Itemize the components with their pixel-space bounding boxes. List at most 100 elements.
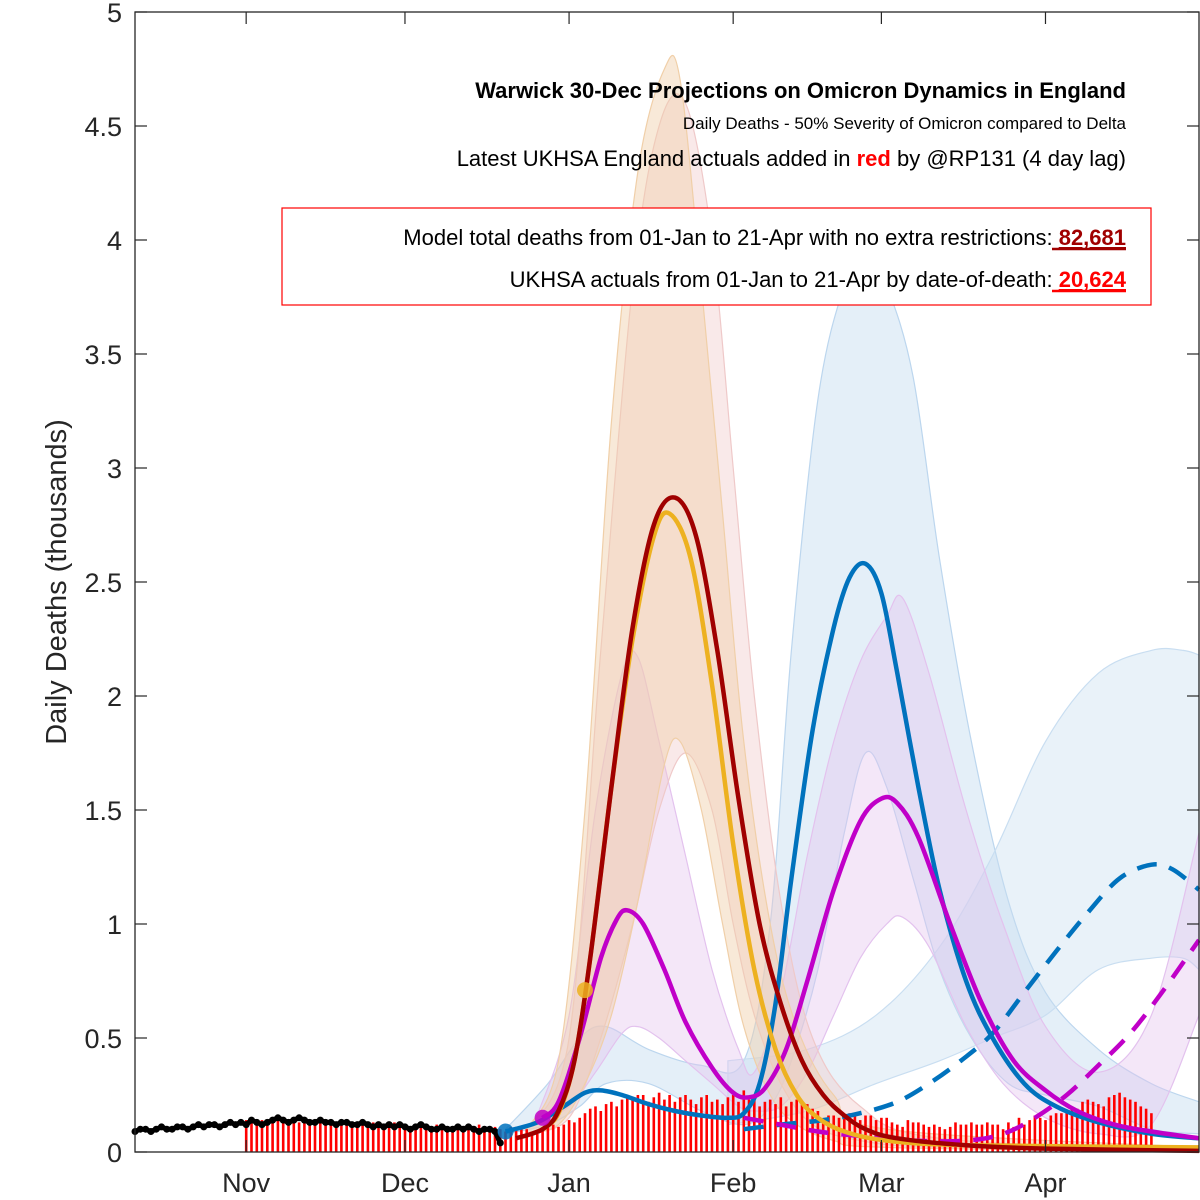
actual-bar: [689, 1099, 693, 1152]
historic-point: [364, 1121, 372, 1129]
actual-bar: [1054, 1113, 1058, 1152]
actual-bar: [726, 1097, 730, 1152]
historic-point: [163, 1125, 171, 1133]
historic-point: [375, 1121, 382, 1129]
historic-point: [232, 1121, 240, 1129]
actual-bar: [647, 1101, 650, 1152]
actual-bar: [1001, 1129, 1005, 1152]
actual-bar: [340, 1124, 343, 1152]
actual-bar: [1081, 1101, 1084, 1152]
historic-point: [322, 1118, 330, 1126]
actual-bar: [255, 1122, 259, 1152]
note-suffix: by @RP131 (4 day lag): [891, 146, 1126, 171]
actual-bar: [387, 1124, 391, 1152]
actual-bar: [954, 1122, 957, 1152]
tick-marks: 0 0.5 1 1.5 2 2.5 3 3.5 4 4.5 5 Nov Dec Jan Feb Mar Apr: [84, 0, 1199, 1198]
actuals-note: Latest UKHSA England actuals added in re…: [457, 146, 1126, 171]
y-tick-label: 1: [107, 910, 122, 940]
actual-bar: [1028, 1120, 1031, 1152]
actual-bar: [424, 1126, 428, 1152]
actual-bar: [906, 1120, 910, 1152]
actual-bar: [504, 1131, 507, 1152]
actual-bar: [530, 1131, 534, 1152]
actual-bar: [832, 1115, 835, 1152]
historic-point: [465, 1123, 472, 1131]
historic-point: [396, 1121, 404, 1129]
note-prefix: Latest UKHSA England actuals added in: [457, 146, 857, 171]
historic-point: [258, 1121, 266, 1129]
historic-point: [147, 1128, 155, 1135]
actual-bar: [1049, 1115, 1053, 1152]
historic-point: [353, 1121, 361, 1129]
actual-bar: [1065, 1111, 1068, 1152]
historic-point: [486, 1125, 494, 1133]
actual-bar: [641, 1095, 645, 1152]
historic-point: [237, 1118, 245, 1126]
actual-bar: [1097, 1104, 1100, 1152]
model-total-label: Model total deaths from 01-Jan to 21-Apr…: [403, 225, 1058, 250]
y-tick-label: 4: [107, 226, 122, 256]
actual-bar: [800, 1101, 804, 1152]
actual-bar: [244, 1120, 248, 1152]
historic-point: [279, 1116, 287, 1124]
actual-bar: [996, 1124, 1000, 1152]
y-tick-label: 2.5: [84, 568, 122, 598]
actual-bar: [774, 1104, 777, 1152]
actual-bar: [964, 1124, 968, 1152]
actual-bar: [266, 1124, 269, 1152]
historic-point: [412, 1123, 420, 1131]
chart-title: Warwick 30-Dec Projections on Omicron Dy…: [475, 78, 1126, 103]
historic-point: [295, 1114, 303, 1122]
actual-bar: [938, 1126, 941, 1152]
actual-bar: [1118, 1092, 1121, 1152]
actual-bar: [557, 1126, 560, 1152]
orange-start-marker: [576, 982, 593, 999]
actual-bar: [1060, 1113, 1063, 1152]
historic-point: [136, 1125, 144, 1133]
historic-point: [475, 1128, 483, 1135]
actual-bar: [281, 1117, 285, 1152]
actual-bar: [446, 1126, 449, 1152]
actual-bar: [917, 1122, 920, 1152]
actual-bar: [546, 1126, 550, 1152]
historic-point: [285, 1118, 292, 1126]
actual-bar: [1123, 1097, 1127, 1152]
actual-bar: [440, 1124, 444, 1152]
actual-bar: [610, 1101, 613, 1152]
historic-point: [496, 1139, 504, 1147]
actual-bar: [927, 1126, 931, 1152]
y-tick-label: 4.5: [84, 112, 122, 142]
actual-bar: [250, 1120, 253, 1152]
actual-bar: [393, 1122, 396, 1152]
actual-bar: [303, 1120, 306, 1152]
x-tick-label: Jan: [547, 1168, 591, 1198]
start-markers: [497, 982, 593, 1140]
model-total-value: 82,681: [1059, 225, 1126, 250]
actual-bar: [1023, 1124, 1026, 1152]
historic-point: [152, 1125, 160, 1133]
actual-bar: [1033, 1115, 1037, 1152]
historic-point: [158, 1123, 165, 1131]
historic-point: [470, 1125, 478, 1133]
historic-point: [380, 1123, 388, 1131]
historic-point: [438, 1123, 446, 1131]
historic-point: [269, 1116, 277, 1124]
historic-point: [390, 1123, 398, 1131]
model-total-line: Model total deaths from 01-Jan to 21-Apr…: [403, 225, 1126, 250]
historic-point: [263, 1118, 271, 1126]
actual-bar: [567, 1120, 571, 1152]
actual-bar: [371, 1122, 375, 1152]
historic-point: [179, 1123, 187, 1131]
actual-bar: [472, 1126, 476, 1152]
actual-bar: [615, 1106, 618, 1152]
chart-subtitle: Daily Deaths - 50% Severity of Omicron c…: [683, 114, 1127, 133]
actual-bar: [588, 1108, 592, 1152]
historic-point: [406, 1125, 414, 1133]
actual-bar: [1017, 1117, 1021, 1152]
historic-point: [343, 1118, 351, 1126]
actual-bar: [922, 1124, 925, 1152]
actual-bar: [350, 1122, 354, 1152]
actual-bar: [292, 1120, 296, 1152]
actual-bar: [334, 1122, 338, 1152]
